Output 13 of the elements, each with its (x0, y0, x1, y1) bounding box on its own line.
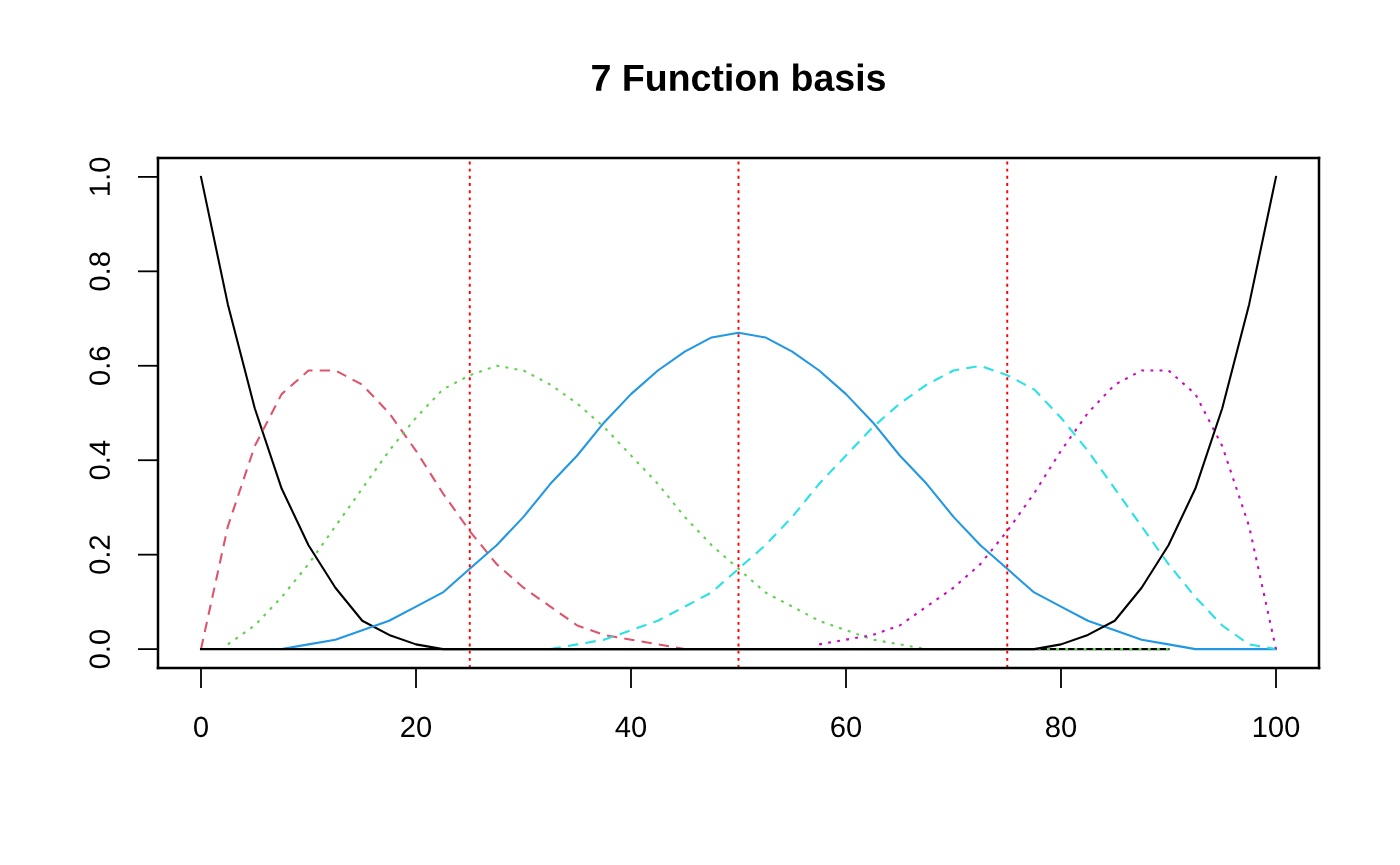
x-tick-label: 40 (615, 716, 647, 738)
y-tick-label: 0.6 (89, 346, 111, 385)
x-tick-label: 60 (831, 716, 862, 738)
chart-title: 7 Function basis (592, 63, 885, 92)
x-tick-label: 80 (1046, 716, 1077, 738)
x-tick-label: 100 (1253, 716, 1300, 738)
x-tick-label: 0 (194, 716, 208, 738)
y-tick-label: 0.8 (89, 252, 111, 291)
y-tick-label: 0.2 (89, 535, 111, 574)
x-tick-label: 20 (401, 716, 432, 738)
y-tick-label: 1.0 (89, 157, 111, 195)
y-tick-label: 0.0 (89, 629, 111, 669)
y-tick-label: 0.4 (89, 440, 111, 480)
